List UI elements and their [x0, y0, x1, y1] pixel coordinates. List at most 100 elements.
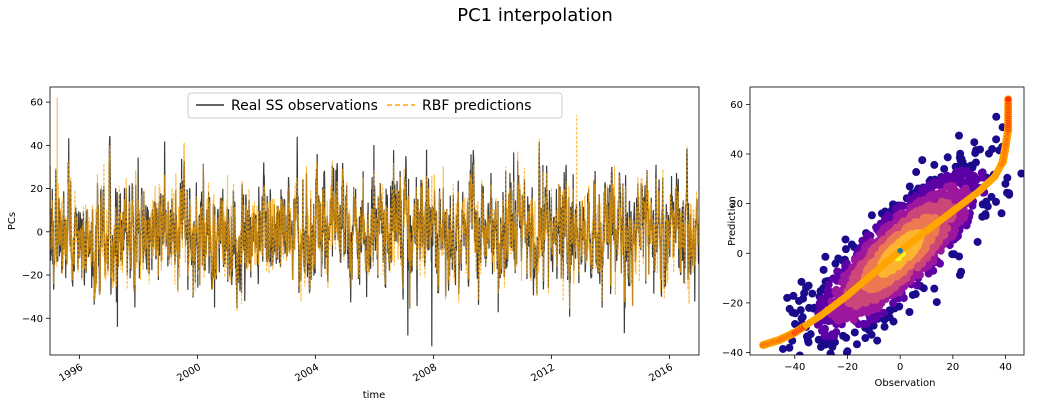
scatter-point [987, 192, 996, 201]
scatter-point [936, 181, 945, 190]
scatter-point [814, 335, 823, 344]
scatter-point [1003, 173, 1012, 182]
scatter-point [841, 245, 850, 254]
scatter-point [992, 112, 1001, 121]
y-tick-label: −20 [722, 298, 743, 309]
scatter-point [820, 324, 829, 333]
scatter-point [867, 211, 876, 220]
scatter-point [997, 209, 1006, 218]
scatter-point [978, 200, 987, 209]
y-tick-label: 0 [37, 227, 43, 238]
scatter-point [912, 168, 921, 177]
y-tick-label: −40 [722, 348, 743, 359]
scatter-point [832, 328, 841, 337]
scatter-point [957, 267, 966, 276]
scatter-point [791, 320, 800, 329]
legend-label-predictions: RBF predictions [422, 98, 531, 114]
scatter-point [905, 308, 914, 316]
scatter-point [984, 149, 993, 158]
scatter-point [898, 202, 907, 211]
x-tick-label: 2016 [647, 362, 675, 384]
scatter-point [799, 294, 808, 303]
timeseries-y-label: PCs [7, 212, 18, 230]
center-point [897, 247, 903, 254]
scatter-point [1027, 139, 1035, 147]
series-line-predictions [50, 97, 699, 312]
scatter-point [850, 328, 859, 337]
scatter-point [857, 306, 866, 315]
y-tick-label: 0 [737, 249, 743, 260]
x-tick-label: 1996 [57, 362, 85, 384]
scatter-point [821, 252, 830, 261]
scatter-point [880, 315, 889, 324]
scatter-point [786, 381, 794, 389]
scatter-panel: −40 −20 0 20 40 60 −40 −20 0 20 40 Observation Pr… [722, 86, 1035, 390]
scatter-point [978, 212, 987, 221]
x-tick-label: 2008 [411, 362, 439, 384]
scatter-point [806, 330, 815, 339]
x-tick-label: 2000 [175, 362, 203, 384]
scatter-point [796, 306, 805, 315]
scatter-point [940, 164, 949, 173]
scatter-point [861, 334, 870, 343]
scatter-point [971, 149, 980, 158]
scatter-x-ticks: −40 −20 0 20 40 [784, 355, 1012, 373]
scatter-point [955, 131, 964, 140]
scatter-axes-frame [749, 86, 1025, 356]
scatter-x-label: Observation [875, 378, 936, 389]
scatter-point [772, 365, 780, 373]
scatter-point [808, 355, 816, 363]
scatter-y-ticks: −40 −20 0 20 40 60 [722, 100, 750, 359]
scatter-point [970, 138, 979, 147]
scatter-point [930, 284, 939, 293]
y-tick-label: 20 [30, 184, 43, 195]
scatter-point [948, 250, 957, 259]
timeseries-x-ticks: 1996 2000 2004 2008 2012 2016 [57, 355, 675, 384]
scatter-point [826, 349, 835, 355]
scatter-point [757, 365, 765, 373]
scatter-point [905, 182, 914, 191]
scatter-point [843, 347, 852, 355]
legend-label-observations: Real SS observations [231, 98, 378, 114]
scatter-point [876, 229, 885, 238]
scatter-point [797, 277, 806, 286]
y-tick-label: 60 [730, 100, 743, 111]
y-tick-label: −20 [22, 271, 43, 282]
scatter-point [880, 322, 889, 331]
scatter-point [825, 358, 833, 366]
scatter-point [778, 344, 787, 353]
scatter-point [826, 369, 834, 377]
scatter-point [785, 343, 794, 352]
x-tick-label: 0 [897, 362, 903, 373]
scatter-point [807, 358, 815, 366]
scatter-point [908, 290, 917, 299]
y-tick-label: 20 [730, 199, 743, 210]
x-tick-label: 40 [999, 362, 1012, 373]
scatter-point [873, 336, 882, 345]
scatter-point [841, 235, 850, 244]
figure-title: PC1 interpolation [457, 5, 613, 26]
timeseries-x-label: time [363, 390, 386, 401]
x-tick-label: 2004 [293, 362, 321, 384]
scatter-point [973, 237, 982, 246]
scatter-point [839, 331, 848, 340]
fit-curve-point [1004, 95, 1013, 104]
scatter-point [819, 265, 828, 274]
y-tick-label: 40 [730, 150, 743, 161]
y-tick-label: 40 [30, 141, 43, 152]
y-tick-label: 60 [30, 98, 43, 109]
x-tick-label: −20 [837, 362, 858, 373]
scatter-point [932, 298, 941, 307]
timeseries-plot-area [50, 97, 699, 347]
scatter-point [783, 293, 792, 302]
scatter-point [831, 259, 840, 268]
legend-frame [187, 92, 563, 119]
scatter-point [889, 299, 898, 308]
x-tick-label: −40 [784, 362, 805, 373]
scatter-point [768, 382, 776, 390]
x-tick-label: 2012 [529, 362, 557, 384]
y-tick-label: −40 [22, 314, 43, 325]
scatter-point [943, 153, 952, 162]
scatter-point [795, 351, 804, 355]
